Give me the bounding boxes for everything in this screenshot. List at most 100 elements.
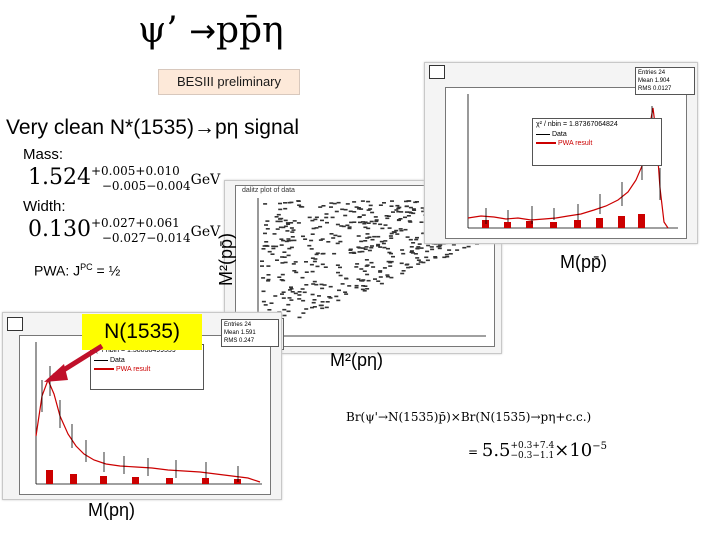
signal-text: Very clean N*(1535)→pη signal — [6, 116, 299, 140]
dalitz-event-mark — [286, 238, 291, 240]
dalitz-event-mark — [274, 245, 279, 248]
dalitz-event-mark — [283, 261, 288, 264]
dalitz-event-mark — [289, 222, 294, 224]
dalitz-event-mark — [343, 208, 348, 211]
dalitz-event-mark — [314, 216, 319, 219]
dalitz-event-mark — [311, 301, 316, 304]
dalitz-event-mark — [260, 265, 264, 267]
dalitz-event-mark — [355, 263, 360, 265]
dalitz-event-mark — [415, 247, 420, 250]
dalitz-event-mark — [261, 277, 266, 279]
branching-ratio-line1: Br(ψ'→N(1535)p̄)×Br(N(1535)→pη+c.c.) — [346, 410, 592, 424]
dalitz-event-mark — [309, 248, 314, 250]
dalitz-event-mark — [263, 232, 267, 235]
dalitz-event-mark — [293, 292, 298, 295]
dalitz-event-mark — [366, 279, 371, 282]
dalitz-event-mark — [405, 236, 410, 238]
top-stat-key: Entries — [638, 70, 657, 76]
dalitz-event-mark — [311, 283, 316, 285]
dalitz-event-mark — [296, 200, 301, 202]
dalitz-event-mark — [338, 266, 342, 269]
dalitz-event-mark — [288, 239, 293, 242]
dalitz-event-mark — [336, 299, 341, 302]
dalitz-event-mark — [286, 303, 291, 306]
dalitz-event-mark — [317, 295, 321, 297]
dalitz-event-mark — [416, 259, 421, 261]
dalitz-event-mark — [280, 293, 284, 295]
bottom-stats-box: Entries 24 Mean 1.591 RMS 0.247 — [221, 319, 279, 347]
dalitz-event-mark — [307, 216, 312, 219]
dalitz-event-mark — [320, 219, 324, 222]
dalitz-event-mark — [325, 301, 330, 303]
branching-errors: +0.3+7.4 −0.3−1.1 — [511, 441, 555, 461]
dalitz-event-mark — [286, 223, 291, 225]
dalitz-event-mark — [281, 226, 286, 229]
dalitz-event-mark — [278, 218, 282, 220]
dalitz-event-mark — [289, 246, 294, 249]
dalitz-event-mark — [395, 204, 400, 207]
dalitz-event-mark — [416, 263, 421, 265]
dalitz-event-mark — [437, 247, 442, 250]
dalitz-event-mark — [331, 237, 336, 239]
dalitz-event-mark — [409, 251, 414, 253]
dalitz-event-mark — [329, 202, 334, 204]
dalitz-event-mark — [388, 265, 393, 267]
dalitz-event-mark — [388, 235, 393, 237]
dalitz-event-mark — [359, 240, 364, 243]
dalitz-event-mark — [290, 231, 295, 233]
dalitz-event-mark — [424, 256, 429, 259]
dalitz-event-mark — [338, 274, 343, 277]
dalitz-x-axis-label: M²(pη) — [330, 350, 383, 370]
dalitz-event-mark — [352, 211, 357, 213]
dalitz-event-mark — [284, 240, 289, 243]
dalitz-event-mark — [356, 207, 361, 209]
dalitz-event-mark — [356, 246, 361, 248]
dalitz-event-mark — [378, 246, 383, 248]
dalitz-event-mark — [396, 210, 401, 213]
dalitz-event-mark — [409, 246, 414, 248]
dalitz-event-mark — [338, 240, 343, 243]
dalitz-event-mark — [419, 221, 424, 223]
mass-minus: −0.005−0.004 — [101, 179, 191, 193]
dalitz-event-mark — [301, 235, 305, 238]
dalitz-event-mark — [292, 270, 297, 272]
bottom-chi2: χ² / nbin = 1.58038499559 — [94, 347, 176, 354]
width-minus: −0.027−0.014 — [101, 231, 191, 245]
dalitz-event-mark — [420, 207, 425, 209]
dalitz-event-mark — [337, 289, 341, 292]
dalitz-event-mark — [451, 244, 456, 246]
dalitz-event-mark — [324, 216, 329, 219]
dalitz-event-mark — [312, 306, 317, 308]
dalitz-event-mark — [263, 304, 268, 306]
mass-label: Mass: — [23, 146, 64, 163]
dalitz-event-mark — [310, 219, 315, 222]
dalitz-event-mark — [265, 220, 270, 222]
dalitz-event-mark — [310, 270, 315, 273]
dalitz-event-mark — [336, 271, 340, 274]
dalitz-event-mark — [319, 304, 324, 307]
dalitz-event-mark — [287, 201, 292, 204]
dalitz-event-mark — [283, 207, 288, 210]
dalitz-event-mark — [426, 244, 431, 247]
dalitz-event-mark — [340, 283, 345, 285]
dalitz-event-mark — [347, 227, 352, 230]
dalitz-event-mark — [433, 257, 438, 259]
dalitz-event-mark — [379, 240, 384, 243]
branching-plus: +0.3+7.4 — [510, 441, 555, 451]
dalitz-event-mark — [408, 238, 413, 241]
dalitz-event-mark — [266, 274, 271, 276]
dalitz-event-mark — [399, 262, 404, 265]
dalitz-event-mark — [363, 226, 368, 229]
dalitz-event-mark — [282, 308, 287, 311]
top-legend-pwa-label: PWA result — [557, 140, 593, 147]
dalitz-event-mark — [271, 245, 276, 248]
dalitz-event-mark — [372, 222, 377, 225]
dalitz-event-mark — [314, 253, 319, 256]
signal-text-end: pη signal — [214, 116, 299, 139]
dalitz-event-mark — [287, 247, 292, 250]
dalitz-event-mark — [378, 276, 383, 278]
dalitz-event-mark — [399, 229, 404, 232]
bottom-histogram-pad: χ² / nbin = 1.58038499559 Data PWA resul… — [19, 335, 271, 495]
dalitz-event-mark — [354, 284, 359, 287]
dalitz-event-mark — [334, 295, 339, 298]
